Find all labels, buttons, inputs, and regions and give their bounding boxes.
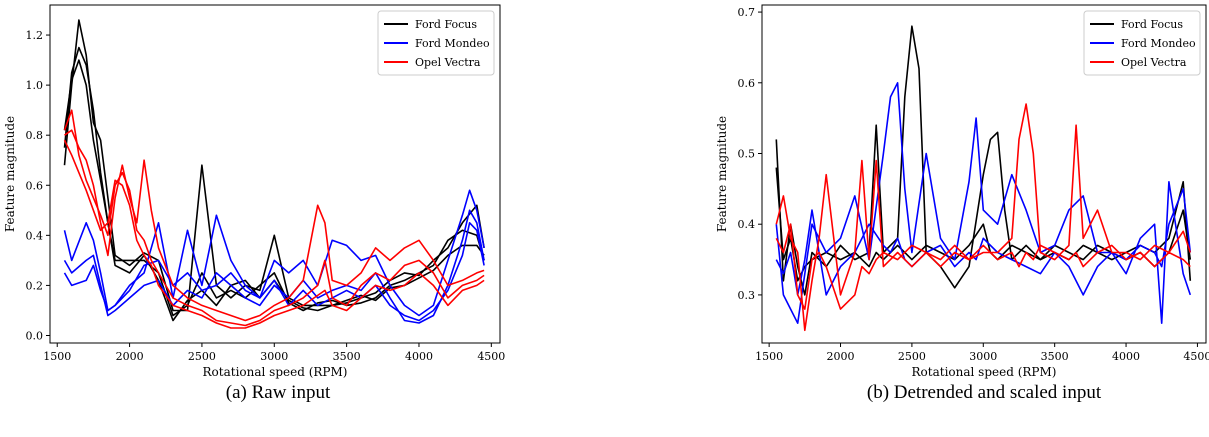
y-axis-label: Feature magnitude: [3, 116, 17, 232]
x-axis-label: Rotational speed (RPM): [203, 365, 348, 379]
series-line-6: [64, 129, 485, 322]
series-group: [63, 19, 485, 329]
series-line-0: [775, 25, 1192, 296]
series-group: [775, 25, 1192, 332]
caption-raw-input: (a) Raw input: [225, 382, 331, 403]
y-tick-label: 0.6: [738, 77, 756, 90]
x-tick-label: 4000: [1112, 350, 1140, 363]
y-tick-label: 1.2: [26, 29, 44, 42]
series-line-7: [63, 109, 485, 327]
x-tick-label: 2500: [898, 350, 926, 363]
y-axis-label: Feature magnitude: [715, 116, 729, 232]
series-line-2: [775, 82, 1192, 325]
chart-raw-input: 1500 2000 2500 3000 3500 4000 4500 0.0 0.2 0.4 0.6…: [3, 4, 505, 379]
x-tick-label: 3500: [1041, 350, 1069, 363]
series-line-4: [63, 209, 485, 324]
y-tick-label: 0.7: [738, 6, 756, 19]
series-line-2: [63, 59, 485, 322]
legend-entry-label: Ford Mondeo: [415, 37, 490, 50]
legend-box: [377, 10, 495, 76]
x-tick-label: 1500: [755, 350, 783, 363]
y-tick-label: 0.4: [26, 229, 44, 242]
y-tick-label: 0.4: [738, 218, 756, 231]
y-tick-label: 0.8: [26, 129, 44, 142]
series-line-4: [775, 103, 1192, 332]
y-tick-label: 0.0: [26, 329, 44, 342]
x-axis-label: Rotational speed (RPM): [912, 365, 1057, 379]
legend-entry-label: Opel Vectra: [415, 56, 481, 69]
x-tick-label: 3000: [969, 350, 997, 363]
x-tick-label: 4000: [405, 350, 433, 363]
x-tick-label: 2500: [188, 350, 216, 363]
caption-detrended-scaled-input: (b) Detrended and scaled input: [866, 382, 1102, 403]
legend: Ford Focus Ford Mondeo Opel Vectra: [1083, 10, 1201, 76]
series-line-3: [63, 189, 485, 317]
x-tick-label: 3500: [333, 350, 361, 363]
legend-entry-label: Ford Mondeo: [1121, 37, 1196, 50]
x-tick-label: 3000: [260, 350, 288, 363]
series-line-8: [63, 139, 485, 329]
legend-box: [1083, 10, 1201, 76]
series-line-5: [63, 222, 485, 322]
series-line-1: [775, 167, 1192, 282]
series-line-5: [775, 223, 1191, 310]
axes-frame: [761, 4, 1207, 344]
x-tick-label: 4500: [1183, 350, 1209, 363]
legend-entry-label: Ford Focus: [415, 18, 477, 31]
y-tick-label: 1.0: [26, 79, 44, 92]
x-tick-label: 1500: [43, 350, 71, 363]
legend-entry-label: Ford Focus: [1121, 18, 1183, 31]
y-tick-label: 0.2: [26, 279, 44, 292]
x-tick-label: 2000: [116, 350, 144, 363]
axes-frame: [49, 4, 501, 344]
y-tick-label: 0.3: [738, 289, 756, 302]
x-tick-label: 4500: [477, 350, 505, 363]
y-tick-label: 0.5: [738, 147, 756, 160]
legend-entry-label: Opel Vectra: [1121, 56, 1187, 69]
x-tick-label: 2000: [827, 350, 855, 363]
y-tick-label: 0.6: [26, 179, 44, 192]
chart-detrended-scaled-input: 1500 2000 2500 3000 3500 4000 4500 0.3 0.4 0.5 0.6…: [715, 4, 1209, 379]
legend: Ford Focus Ford Mondeo Opel Vectra: [377, 10, 495, 76]
